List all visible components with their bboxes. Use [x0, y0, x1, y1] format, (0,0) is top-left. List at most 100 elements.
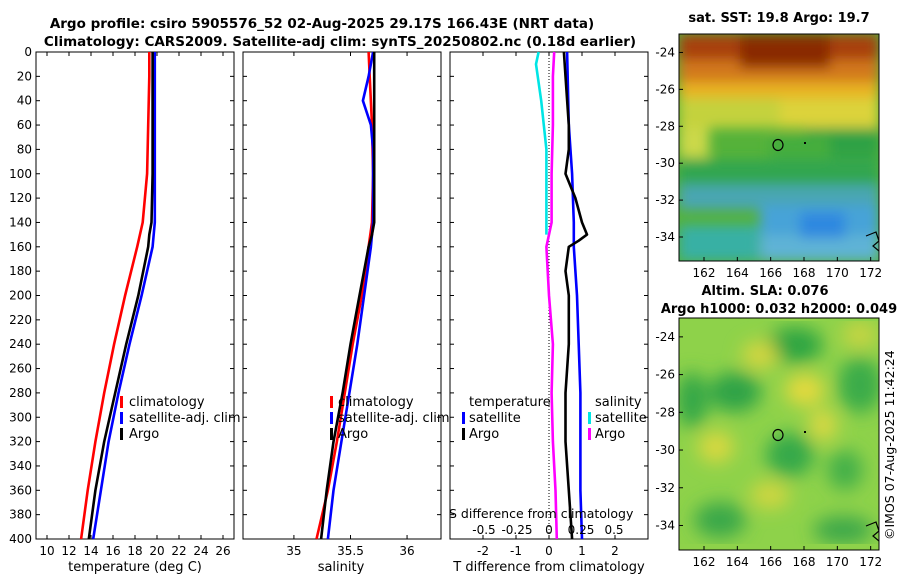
legend-swatch-t-argo	[462, 428, 465, 440]
x-tick-label: 35.5	[337, 544, 364, 558]
figure-title-line2: Climatology: CARS2009. Satellite-adj cli…	[44, 34, 636, 50]
x-tick-label: 26	[215, 544, 230, 558]
lon-tick-label: 170	[826, 555, 849, 569]
salinity-legend: climatology satellite-adj. clim Argo	[330, 395, 450, 442]
depth-tick-label: 160	[9, 240, 32, 254]
x-tick-label: 10	[39, 544, 54, 558]
profile-line-argo	[87, 52, 154, 540]
difference-profiles	[534, 51, 589, 540]
x-tick-label: 2	[611, 544, 619, 558]
salinity-xlabel: salinity	[318, 560, 365, 575]
lon-tick-label: 164	[726, 555, 749, 569]
s-diff-tick: 0.5	[604, 523, 623, 537]
lon-tick-label: 162	[693, 555, 716, 569]
legend-title-salinity: salinity	[595, 395, 642, 410]
legend-label-t-satellite: satellite	[469, 411, 521, 426]
lon-tick-label: 172	[859, 555, 882, 569]
lon-tick-label: 168	[793, 266, 816, 280]
depth-tick-label: 180	[9, 264, 32, 278]
sla-map-title-line2: Argo h1000: 0.032 h2000: 0.049	[661, 302, 897, 317]
depth-tick-label: 280	[9, 386, 32, 400]
lon-tick-label: 162	[693, 266, 716, 280]
depth-tick-label: 400	[9, 532, 32, 546]
temperature-xlabel: temperature (deg C)	[68, 560, 202, 575]
lat-tick-label: -34	[655, 518, 675, 532]
coastline	[865, 231, 879, 252]
s-diff-tick: -0.5	[472, 523, 495, 537]
depth-tick-label: 40	[17, 94, 32, 108]
x-tick-label: 14	[83, 544, 98, 558]
x-tick-label: 1	[578, 544, 586, 558]
x-tick-label: 22	[171, 544, 186, 558]
lon-tick-label: 172	[859, 266, 882, 280]
x-tick-label: 24	[193, 544, 208, 558]
temperature-panel: 0 20 40 60 80 100 120 140 160 180 200 220 240 260 280 3…	[9, 45, 241, 575]
legend-swatch-climatology	[120, 396, 123, 408]
lat-tick-label: -24	[655, 45, 675, 59]
sst-map-title: sat. SST: 19.8 Argo: 19.7	[688, 11, 869, 26]
lat-tick-label: -28	[655, 119, 675, 133]
depth-tick-label: 120	[9, 191, 32, 205]
lon-tick-label: 166	[759, 555, 782, 569]
legend-label-climatology: climatology	[129, 395, 205, 410]
salinity-panel: 35 35.5 36 salinity climatology satellite-…	[242, 51, 450, 575]
salinity-difference-ticks: -0.5 -0.25 0 0.25 0.5	[472, 523, 623, 537]
x-tick-label: 16	[105, 544, 120, 558]
depth-tick-label: 260	[9, 362, 32, 376]
profile-line-s-satellite	[534, 51, 548, 235]
depth-tick-label: 220	[9, 313, 32, 327]
island-dot	[804, 431, 806, 433]
x-tick-label: 36	[399, 544, 414, 558]
imos-timestamp: ©IMOS 07-Aug-2025 11:42:24	[882, 350, 897, 540]
profile-line-climatology	[79, 52, 151, 540]
lat-tick-label: -28	[655, 405, 675, 419]
lon-tick-label: 170	[826, 266, 849, 280]
coastline	[865, 521, 879, 542]
legend-label-argo: Argo	[129, 427, 159, 442]
profile-line-t-argo	[562, 51, 589, 540]
x-tick-label: 20	[149, 544, 164, 558]
s-diff-tick: 0.25	[568, 523, 595, 537]
lat-tick-label: -26	[655, 368, 675, 382]
legend-swatch-s-argo	[588, 428, 591, 440]
depth-tick-label: 0	[24, 45, 32, 59]
difference-xlabel: T difference from climatology	[452, 560, 645, 575]
salinity-axis-ticks: 35 35.5 36	[243, 51, 441, 558]
depth-tick-label: 80	[17, 142, 32, 156]
sla-map-title-line1: Altim. SLA: 0.076	[702, 284, 829, 299]
float-position-marker	[772, 138, 784, 152]
x-tick-label: -1	[510, 544, 522, 558]
s-diff-tick: -0.25	[501, 523, 532, 537]
legend-label-t-argo: Argo	[469, 427, 499, 442]
depth-tick-label: 380	[9, 508, 32, 522]
depth-tick-label: 360	[9, 483, 32, 497]
depth-tick-label: 240	[9, 337, 32, 351]
depth-tick-label: 200	[9, 289, 32, 303]
depth-tick-label: 300	[9, 410, 32, 424]
island-dot	[804, 142, 806, 144]
legend-label-satellite: satellite-adj. clim	[338, 411, 450, 426]
x-tick-label: 35	[286, 544, 301, 558]
profile-line-s-argo	[545, 51, 559, 540]
legend-swatch-satellite	[330, 412, 333, 424]
depth-tick-label: 100	[9, 167, 32, 181]
x-tick-label: 12	[61, 544, 76, 558]
x-tick-label: -2	[477, 544, 489, 558]
lon-tick-label: 168	[793, 555, 816, 569]
lon-tick-label: 166	[759, 266, 782, 280]
profile-line-satellite-adj-clim	[91, 52, 157, 540]
x-tick-label: 18	[127, 544, 142, 558]
legend-swatch-s-satellite	[588, 412, 591, 424]
float-position-marker	[772, 428, 784, 442]
salinity-profiles	[315, 51, 376, 540]
lon-tick-label: 164	[726, 266, 749, 280]
lat-tick-label: -34	[655, 230, 675, 244]
sst-map-ticks: 162 164 166 168 170 172 -24 -26 -28 -30 -32 -34	[655, 45, 882, 280]
difference-legend: temperature satellite Argo salinity sate…	[462, 395, 647, 442]
legend-label-argo: Argo	[338, 427, 368, 442]
legend-swatch-climatology	[330, 396, 333, 408]
sla-map-ticks: 162 164 166 168 170 172 -24 -26 -28 -30 -32 -34	[655, 330, 882, 569]
s-diff-tick: 0	[545, 523, 553, 537]
sst-map: sat. SST: 19.8 Argo: 19.7	[655, 11, 882, 280]
figure-title-line1: Argo profile: csiro 5905576_52 02-Aug-20…	[50, 16, 594, 32]
